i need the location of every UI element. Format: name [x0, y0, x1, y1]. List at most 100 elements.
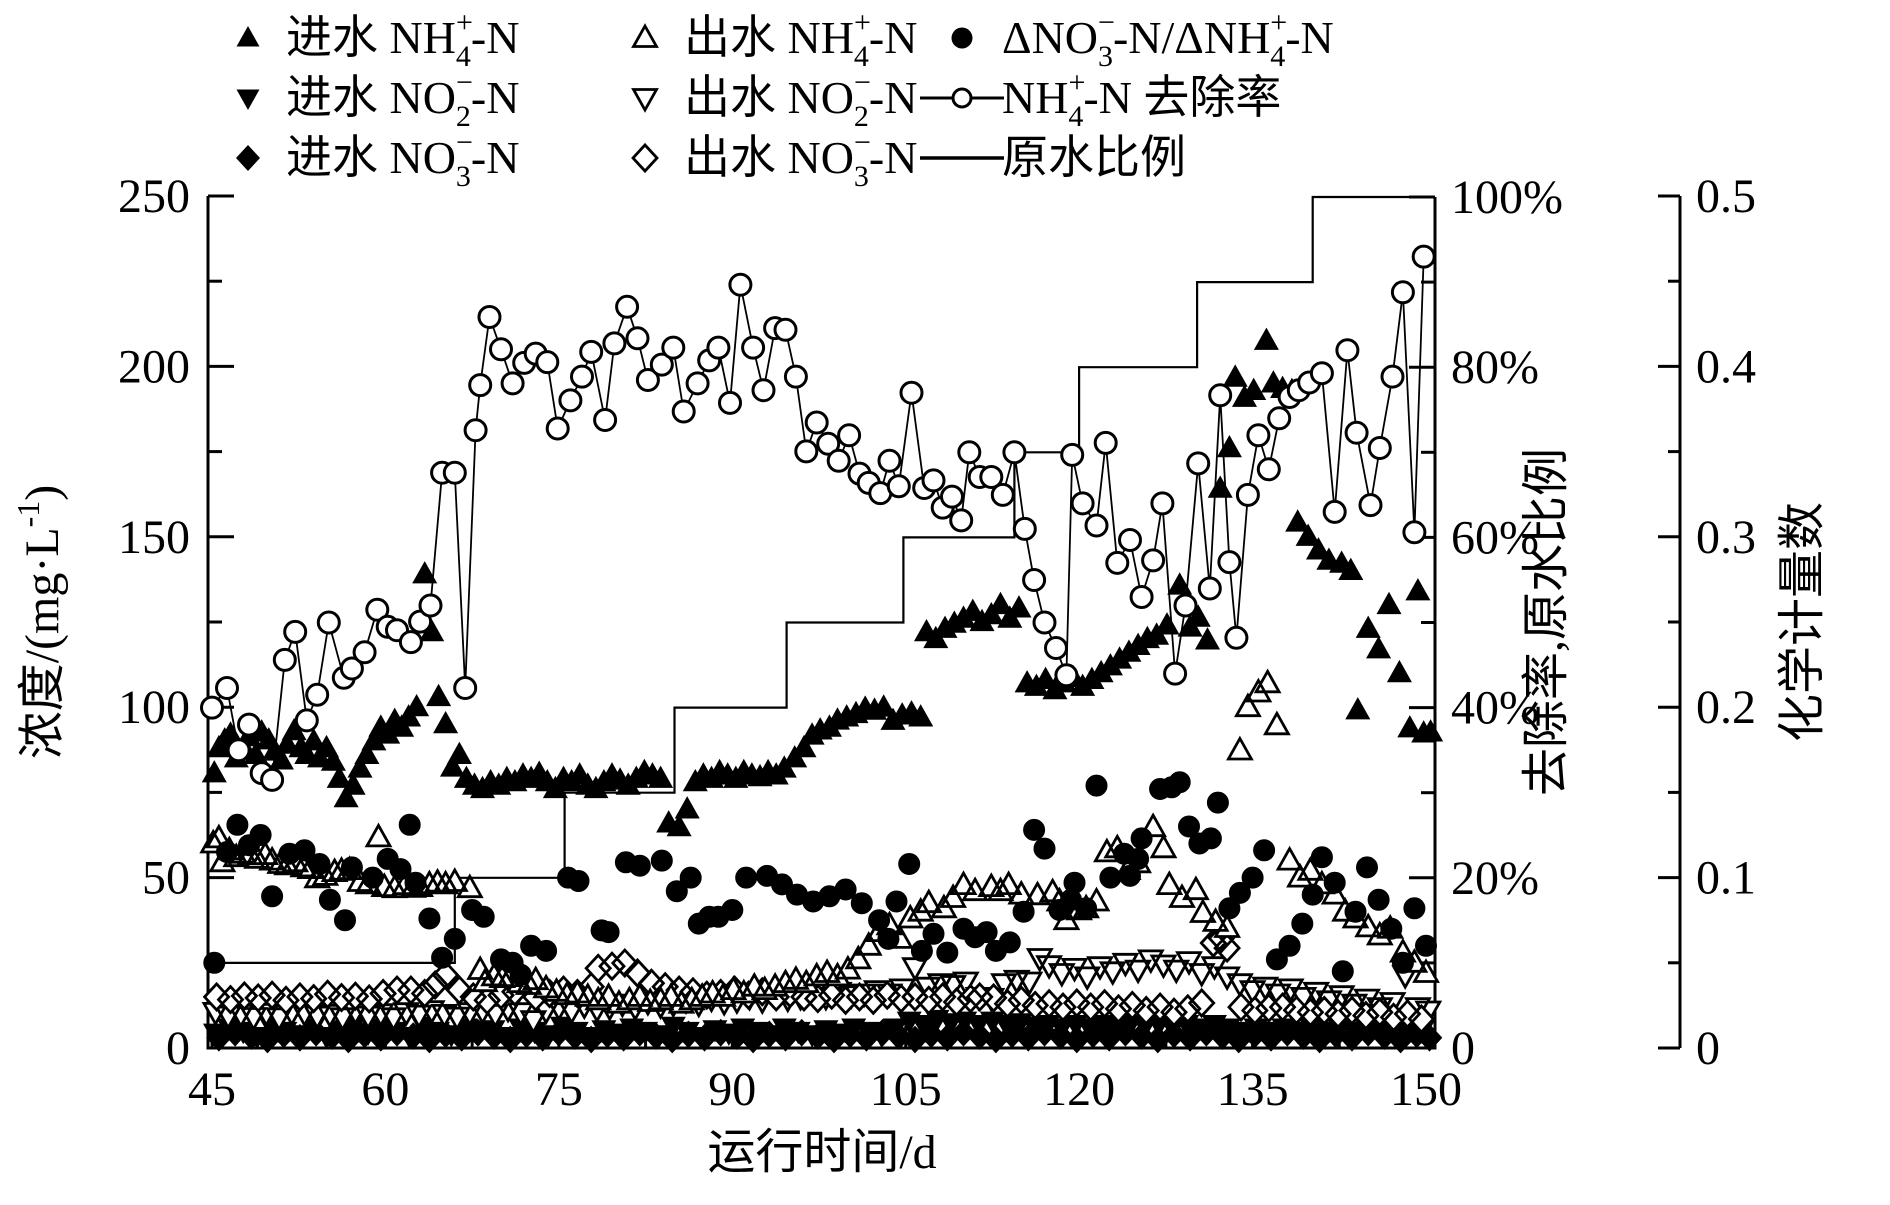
y-ratio-tick-label: 0.1: [1696, 852, 1756, 905]
legend-item-4: 出水 NO−2​-N: [631, 66, 917, 133]
data-point: [721, 899, 744, 921]
legend-label-2: ΔNO−3​-N/ΔNH+4​-N: [1002, 6, 1334, 73]
data-point: [1186, 451, 1211, 476]
data-point: [1063, 871, 1086, 894]
data-point: [1218, 897, 1241, 920]
data-point: [979, 465, 1004, 489]
data-point: [877, 927, 900, 950]
data-point: [545, 416, 570, 441]
data-point: [308, 853, 331, 875]
data-point: [602, 331, 627, 356]
data-point: [910, 939, 933, 962]
data-point: [1356, 856, 1378, 879]
data-point: [1380, 917, 1403, 940]
x-tick-label: 150: [1390, 1063, 1462, 1116]
legend-item-6: 进水 NO−3​-N: [236, 126, 519, 193]
data-point: [404, 871, 427, 894]
data-point: [1344, 420, 1369, 445]
data-point: [1084, 513, 1109, 538]
data-point: [1411, 244, 1436, 269]
data-point: [1291, 912, 1314, 935]
legend-label-1: 出水 NH+4​-N: [684, 6, 917, 73]
data-point: [1310, 846, 1333, 869]
data-point: [398, 813, 421, 836]
data-point: [850, 892, 873, 915]
data-point: [334, 909, 356, 932]
data-point: [975, 921, 998, 944]
data-point: [1246, 423, 1271, 448]
legend-item-8: 原水比例: [920, 132, 1186, 183]
y-pct-tick-label: 20%: [1451, 852, 1539, 905]
data-point: [1235, 482, 1260, 507]
data-point: [899, 380, 924, 405]
data-point: [558, 388, 583, 413]
data-point: [1163, 661, 1188, 686]
data-point: [665, 880, 688, 903]
data-point: [1168, 771, 1191, 794]
legend-item-2: ΔNO−3​-N/ΔNH+4​-N: [951, 6, 1334, 73]
data-points-effluent_no3: [202, 923, 1436, 1035]
diamond-filled-icon: [236, 145, 260, 171]
legend-item-5: NH+4​-N 去除率: [920, 66, 1281, 133]
y-left-tick-label: 100: [118, 681, 190, 734]
data-point: [741, 335, 766, 360]
legend-item-0: 进水 NH+4​-N: [236, 6, 519, 73]
data-point: [293, 839, 316, 862]
data-point: [877, 448, 902, 473]
y-left-tick-label: 250: [118, 170, 190, 223]
data-point: [260, 767, 285, 792]
data-point: [628, 854, 651, 877]
data-point: [597, 921, 620, 944]
data-point: [1127, 847, 1150, 870]
data-point: [489, 337, 513, 362]
data-point: [570, 364, 594, 389]
data-point: [837, 423, 862, 448]
circle-filled-icon: [951, 27, 973, 49]
y-pct-tick-label: 80%: [1451, 341, 1539, 394]
data-point: [453, 676, 478, 700]
data-point: [1253, 839, 1276, 862]
data-point: [200, 695, 224, 720]
y-pct-tick-label: 40%: [1451, 682, 1539, 735]
data-point: [1367, 888, 1390, 911]
y-left-tick-label: 50: [142, 852, 190, 905]
data-point: [661, 335, 686, 360]
data-point: [1241, 866, 1264, 889]
data-point: [226, 738, 251, 763]
data-point: [949, 508, 974, 533]
data-point: [1012, 900, 1035, 923]
data-point: [1358, 493, 1383, 518]
series-raw_water_ratio: [208, 195, 1433, 964]
data-point: [1178, 815, 1200, 838]
data-point: [728, 272, 753, 297]
series-delta_ratio: [203, 771, 1437, 986]
data-point: [1206, 791, 1229, 814]
data-point: [990, 482, 1015, 507]
x-tick-label: 135: [1217, 1063, 1289, 1116]
y-left-tick-label: 0: [166, 1022, 190, 1075]
data-point: [1199, 827, 1222, 850]
diamond-open-icon: [631, 142, 659, 174]
series-line-raw_water_ratio: [208, 195, 1433, 964]
data-point: [1322, 499, 1347, 524]
y-pct-tick-label: 0: [1451, 1022, 1475, 1075]
data-point: [567, 870, 590, 892]
data-point: [203, 951, 226, 974]
data-point: [226, 813, 249, 836]
data-point: [735, 866, 758, 889]
data-point: [1130, 827, 1153, 850]
data-point: [216, 841, 238, 863]
y-ratio-tick-label: 0.2: [1696, 681, 1756, 734]
data-point: [625, 326, 650, 351]
data-point: [294, 708, 319, 733]
data-point: [1075, 897, 1098, 920]
y-left-axis-title: 浓度/(mg·L-1​): [10, 485, 69, 760]
data-point: [706, 335, 731, 360]
data-points-influent_no3: [206, 1018, 1443, 1054]
series-effluent_no3: [202, 923, 1436, 1035]
data-point: [615, 294, 640, 319]
data-point: [468, 373, 493, 398]
data-point: [509, 963, 532, 986]
